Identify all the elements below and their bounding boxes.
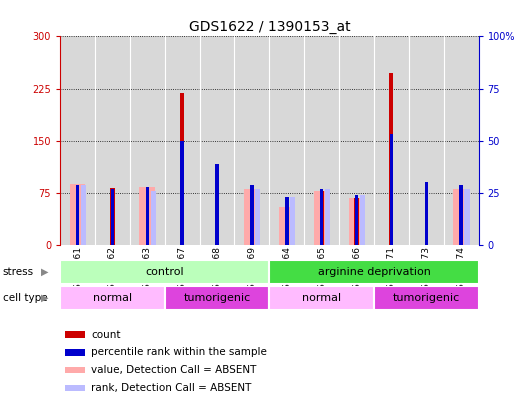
Bar — [320, 189, 323, 245]
Bar — [65, 349, 85, 356]
Text: tumorigenic: tumorigenic — [393, 293, 460, 303]
Text: percentile rank within the sample: percentile rank within the sample — [92, 347, 267, 357]
Text: control: control — [145, 267, 184, 277]
Bar — [255, 189, 260, 245]
Bar — [250, 185, 254, 245]
Bar — [459, 185, 463, 245]
Text: ▶: ▶ — [41, 293, 48, 303]
Bar — [76, 185, 79, 245]
Bar — [459, 190, 463, 245]
Text: stress: stress — [3, 267, 34, 277]
Bar — [390, 134, 393, 245]
Bar — [111, 189, 114, 245]
Bar — [320, 191, 324, 245]
Bar — [269, 260, 479, 283]
Bar — [65, 367, 85, 373]
Text: normal: normal — [93, 293, 132, 303]
Bar — [279, 207, 294, 245]
Text: normal: normal — [302, 293, 341, 303]
Bar — [180, 141, 184, 245]
Bar — [110, 188, 115, 245]
Bar — [151, 191, 156, 245]
Bar — [285, 197, 289, 245]
Bar — [60, 260, 269, 283]
Bar — [355, 198, 359, 245]
Text: tumorigenic: tumorigenic — [184, 293, 251, 303]
Bar — [250, 190, 254, 245]
Bar — [215, 177, 219, 245]
Bar — [355, 195, 358, 245]
Bar — [425, 182, 428, 245]
Bar — [180, 94, 184, 245]
Text: count: count — [92, 330, 121, 339]
Bar — [215, 164, 219, 245]
Text: value, Detection Call = ABSENT: value, Detection Call = ABSENT — [92, 365, 257, 375]
Bar — [145, 187, 149, 245]
Bar — [453, 190, 469, 245]
Bar — [60, 286, 165, 310]
Bar — [325, 189, 330, 245]
Bar — [140, 188, 155, 245]
Bar — [269, 286, 374, 310]
Bar — [389, 72, 393, 245]
Bar — [374, 286, 479, 310]
Bar — [70, 184, 85, 245]
Text: rank, Detection Call = ABSENT: rank, Detection Call = ABSENT — [92, 383, 252, 393]
Text: arginine deprivation: arginine deprivation — [317, 267, 430, 277]
Bar — [65, 331, 85, 338]
Bar — [81, 185, 86, 245]
Bar — [314, 191, 329, 245]
Bar — [349, 198, 365, 245]
Text: ▶: ▶ — [41, 267, 48, 277]
Bar — [65, 385, 85, 391]
Text: cell type: cell type — [3, 293, 47, 303]
Bar — [464, 189, 470, 245]
Bar — [290, 197, 295, 245]
Title: GDS1622 / 1390153_at: GDS1622 / 1390153_at — [188, 20, 350, 34]
Bar — [165, 286, 269, 310]
Bar — [360, 195, 365, 245]
Bar — [244, 190, 260, 245]
